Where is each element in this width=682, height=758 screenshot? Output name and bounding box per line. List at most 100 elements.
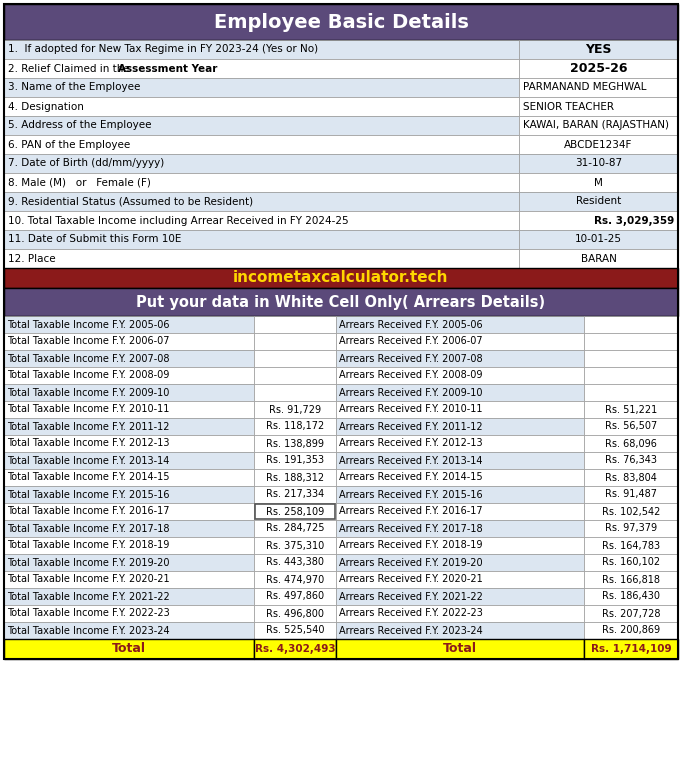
Text: Total Taxable Income F.Y. 2009-10: Total Taxable Income F.Y. 2009-10 [7, 387, 169, 397]
Text: Total Taxable Income F.Y. 2023-24: Total Taxable Income F.Y. 2023-24 [7, 625, 170, 635]
Bar [519, 154, 678, 173]
Bar [584, 469, 678, 486]
Text: Rs. 118,172: Rs. 118,172 [266, 421, 324, 431]
Text: Total Taxable Income F.Y. 2010-11: Total Taxable Income F.Y. 2010-11 [7, 405, 169, 415]
Bar [584, 605, 678, 622]
Text: Arrears Received F.Y. 2019-20: Arrears Received F.Y. 2019-20 [339, 557, 483, 568]
Text: KAWAI, BARAN (RAJASTHAN): KAWAI, BARAN (RAJASTHAN) [523, 121, 669, 130]
Bar [4, 333, 254, 350]
Text: Arrears Received F.Y. 2006-07: Arrears Received F.Y. 2006-07 [339, 337, 483, 346]
Text: Total: Total [112, 643, 146, 656]
Bar [336, 333, 584, 350]
Bar [519, 97, 678, 116]
Bar [254, 537, 336, 554]
Bar [336, 350, 584, 367]
Bar [584, 486, 678, 503]
Bar [336, 588, 584, 605]
Bar [584, 384, 678, 401]
Bar [254, 418, 336, 435]
Text: Rs. 56,507: Rs. 56,507 [605, 421, 657, 431]
Text: Total Taxable Income F.Y. 2018-19: Total Taxable Income F.Y. 2018-19 [7, 540, 169, 550]
Bar [584, 316, 678, 333]
Text: Employee Basic Details: Employee Basic Details [213, 12, 469, 32]
Text: Total Taxable Income F.Y. 2016-17: Total Taxable Income F.Y. 2016-17 [7, 506, 170, 516]
Bar [4, 469, 254, 486]
Bar [336, 367, 584, 384]
Text: Rs. 186,430: Rs. 186,430 [602, 591, 660, 602]
Bar [4, 605, 254, 622]
Bar [584, 367, 678, 384]
Bar [336, 401, 584, 418]
Bar [254, 333, 336, 350]
Bar [519, 135, 678, 154]
Bar [255, 504, 335, 519]
Bar [519, 59, 678, 78]
Bar [4, 350, 254, 367]
Bar [254, 622, 336, 639]
Bar [4, 59, 519, 78]
Bar [254, 605, 336, 622]
Bar [4, 4, 678, 659]
Bar [519, 230, 678, 249]
Bar [4, 554, 254, 571]
Text: Total Taxable Income F.Y. 2013-14: Total Taxable Income F.Y. 2013-14 [7, 456, 169, 465]
Bar [336, 571, 584, 588]
Bar [584, 503, 678, 520]
Text: Arrears Received F.Y. 2009-10: Arrears Received F.Y. 2009-10 [339, 387, 482, 397]
Bar [336, 503, 584, 520]
Text: 3. Name of the Employee: 3. Name of the Employee [8, 83, 140, 92]
Text: 6. PAN of the Employee: 6. PAN of the Employee [8, 139, 130, 149]
Text: Rs. 102,542: Rs. 102,542 [602, 506, 660, 516]
Bar [4, 249, 519, 268]
Text: 12. Place: 12. Place [8, 253, 56, 264]
Text: Total Taxable Income F.Y. 2005-06: Total Taxable Income F.Y. 2005-06 [7, 320, 170, 330]
Text: Rs. 91,729: Rs. 91,729 [269, 405, 321, 415]
Text: Rs. 1,714,109: Rs. 1,714,109 [591, 644, 671, 654]
Bar [4, 435, 254, 452]
Text: 7. Date of Birth (dd/mm/yyyy): 7. Date of Birth (dd/mm/yyyy) [8, 158, 164, 168]
Bar [584, 520, 678, 537]
Text: Rs. 258,109: Rs. 258,109 [266, 506, 324, 516]
Bar [336, 554, 584, 571]
Text: Rs. 217,334: Rs. 217,334 [266, 490, 324, 500]
Bar [4, 97, 519, 116]
Text: 11. Date of Submit this Form 10E: 11. Date of Submit this Form 10E [8, 234, 181, 245]
Bar [584, 452, 678, 469]
Bar [336, 486, 584, 503]
Text: Arrears Received F.Y. 2012-13: Arrears Received F.Y. 2012-13 [339, 438, 483, 449]
Text: Arrears Received F.Y. 2011-12: Arrears Received F.Y. 2011-12 [339, 421, 483, 431]
Text: Rs. 375,310: Rs. 375,310 [266, 540, 324, 550]
Text: Rs. 474,970: Rs. 474,970 [266, 575, 324, 584]
Text: Rs. 138,899: Rs. 138,899 [266, 438, 324, 449]
Text: Rs. 76,343: Rs. 76,343 [605, 456, 657, 465]
Text: Rs. 164,783: Rs. 164,783 [602, 540, 660, 550]
Text: Arrears Received F.Y. 2023-24: Arrears Received F.Y. 2023-24 [339, 625, 483, 635]
Bar [4, 503, 254, 520]
Text: Arrears Received F.Y. 2020-21: Arrears Received F.Y. 2020-21 [339, 575, 483, 584]
Text: PARMANAND MEGHWAL: PARMANAND MEGHWAL [523, 83, 647, 92]
Bar [254, 520, 336, 537]
Text: Total Taxable Income F.Y. 2017-18: Total Taxable Income F.Y. 2017-18 [7, 524, 170, 534]
Bar [4, 571, 254, 588]
Bar [254, 588, 336, 605]
Bar [4, 40, 519, 59]
Bar [254, 367, 336, 384]
Text: Rs. 91,487: Rs. 91,487 [605, 490, 657, 500]
Text: Rs. 497,860: Rs. 497,860 [266, 591, 324, 602]
Text: Rs. 191,353: Rs. 191,353 [266, 456, 324, 465]
Bar [4, 537, 254, 554]
Bar [254, 639, 336, 659]
Bar [254, 554, 336, 571]
Text: Rs. 3,029,359: Rs. 3,029,359 [594, 215, 674, 225]
Bar [4, 211, 519, 230]
Text: BARAN: BARAN [580, 253, 617, 264]
Bar [336, 520, 584, 537]
Bar [584, 622, 678, 639]
Text: Total Taxable Income F.Y. 2006-07: Total Taxable Income F.Y. 2006-07 [7, 337, 170, 346]
Text: Rs. 166,818: Rs. 166,818 [602, 575, 660, 584]
Text: ABCDE1234F: ABCDE1234F [564, 139, 633, 149]
Text: Rs. 443,380: Rs. 443,380 [266, 557, 324, 568]
Text: Total Taxable Income F.Y. 2022-23: Total Taxable Income F.Y. 2022-23 [7, 609, 170, 619]
Text: Arrears Received F.Y. 2014-15: Arrears Received F.Y. 2014-15 [339, 472, 483, 483]
Bar [254, 316, 336, 333]
